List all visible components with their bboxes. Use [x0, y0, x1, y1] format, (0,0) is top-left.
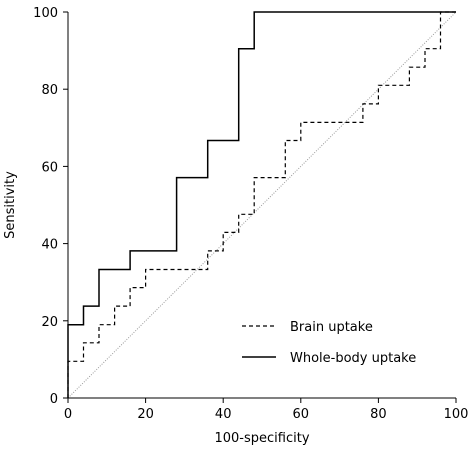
x-tick-label: 100 — [444, 407, 469, 422]
x-tick-label: 40 — [215, 407, 232, 422]
reference-diagonal-line — [67, 11, 457, 399]
plot-area — [67, 11, 457, 399]
legend-label-brain-uptake: Brain uptake — [290, 320, 373, 335]
x-tick-label: 60 — [293, 407, 310, 422]
y-axis-title: Sensitivity — [3, 171, 18, 239]
y-tick-label: 20 — [41, 315, 58, 330]
y-tick-label: 40 — [41, 238, 58, 253]
x-axis-title: 100-specificity — [214, 431, 309, 446]
series-line-whole-body-uptake — [67, 11, 456, 398]
legend-label-whole-body-uptake: Whole-body uptake — [290, 351, 416, 366]
x-tick-label: 80 — [370, 407, 387, 422]
axes — [67, 12, 456, 399]
y-tick-label: 0 — [50, 392, 58, 407]
y-tick-label: 60 — [41, 160, 58, 175]
series-line-brain-uptake — [67, 11, 456, 398]
tick-marks: 0 20 40 60 80 100 0 20 40 60 80 100 — [33, 6, 468, 422]
y-tick-label: 100 — [33, 6, 58, 21]
y-tick-label: 80 — [41, 83, 58, 98]
legend: Brain uptake Whole-body uptake — [242, 320, 416, 366]
x-tick-label: 20 — [137, 407, 154, 422]
x-tick-label: 0 — [64, 407, 72, 422]
